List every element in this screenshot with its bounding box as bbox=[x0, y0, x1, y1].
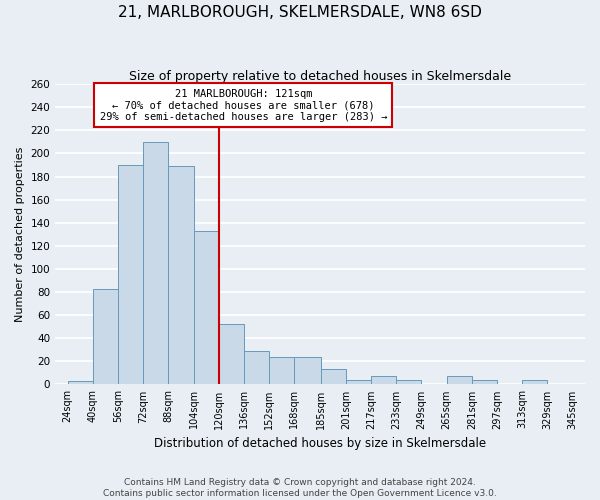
Bar bbox=[346, 380, 371, 384]
Bar bbox=[522, 380, 547, 384]
Bar bbox=[194, 231, 218, 384]
Bar bbox=[93, 288, 118, 384]
Bar bbox=[397, 380, 421, 384]
Text: Contains HM Land Registry data © Crown copyright and database right 2024.
Contai: Contains HM Land Registry data © Crown c… bbox=[103, 478, 497, 498]
Bar bbox=[68, 381, 93, 384]
Bar bbox=[118, 165, 143, 384]
Text: 21 MARLBOROUGH: 121sqm
← 70% of detached houses are smaller (678)
29% of semi-de: 21 MARLBOROUGH: 121sqm ← 70% of detached… bbox=[100, 88, 387, 122]
Bar bbox=[169, 166, 194, 384]
Bar bbox=[294, 356, 321, 384]
Bar bbox=[244, 351, 269, 384]
Y-axis label: Number of detached properties: Number of detached properties bbox=[15, 146, 25, 322]
Title: Size of property relative to detached houses in Skelmersdale: Size of property relative to detached ho… bbox=[129, 70, 511, 83]
Bar bbox=[218, 324, 244, 384]
Bar bbox=[472, 380, 497, 384]
Bar bbox=[143, 142, 169, 384]
X-axis label: Distribution of detached houses by size in Skelmersdale: Distribution of detached houses by size … bbox=[154, 437, 486, 450]
Bar bbox=[321, 370, 346, 384]
Bar bbox=[446, 376, 472, 384]
Bar bbox=[269, 356, 294, 384]
Text: 21, MARLBOROUGH, SKELMERSDALE, WN8 6SD: 21, MARLBOROUGH, SKELMERSDALE, WN8 6SD bbox=[118, 5, 482, 20]
Bar bbox=[371, 376, 397, 384]
